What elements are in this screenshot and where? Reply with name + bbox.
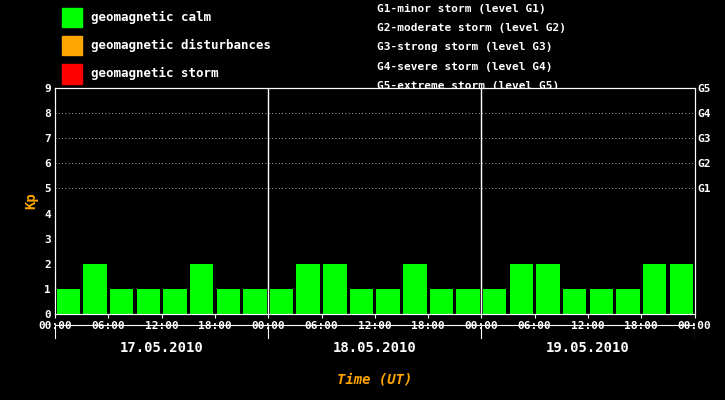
Bar: [136, 289, 160, 314]
Bar: [62, 64, 82, 84]
Bar: [643, 264, 666, 314]
Bar: [297, 264, 320, 314]
Bar: [217, 289, 240, 314]
Bar: [376, 289, 400, 314]
Bar: [323, 264, 347, 314]
Text: geomagnetic calm: geomagnetic calm: [91, 11, 211, 24]
Bar: [669, 264, 693, 314]
Bar: [190, 264, 213, 314]
Bar: [430, 289, 453, 314]
Bar: [83, 264, 107, 314]
Text: G2-moderate storm (level G2): G2-moderate storm (level G2): [377, 23, 566, 33]
Bar: [563, 289, 587, 314]
Bar: [57, 289, 80, 314]
Bar: [243, 289, 267, 314]
Text: geomagnetic storm: geomagnetic storm: [91, 67, 218, 80]
Bar: [536, 264, 560, 314]
Text: G5-extreme storm (level G5): G5-extreme storm (level G5): [377, 81, 559, 91]
Text: 18.05.2010: 18.05.2010: [333, 341, 417, 355]
Bar: [110, 289, 133, 314]
Bar: [349, 289, 373, 314]
Bar: [270, 289, 294, 314]
Text: G4-severe storm (level G4): G4-severe storm (level G4): [377, 62, 552, 72]
Text: geomagnetic disturbances: geomagnetic disturbances: [91, 39, 270, 52]
Bar: [483, 289, 507, 314]
Bar: [456, 289, 480, 314]
Text: 17.05.2010: 17.05.2010: [120, 341, 204, 355]
Y-axis label: Kp: Kp: [25, 193, 38, 209]
Text: Time (UT): Time (UT): [337, 372, 413, 386]
Bar: [616, 289, 639, 314]
Bar: [163, 289, 187, 314]
Bar: [510, 264, 533, 314]
Bar: [589, 289, 613, 314]
Text: G1-minor storm (level G1): G1-minor storm (level G1): [377, 4, 546, 14]
Bar: [403, 264, 426, 314]
Text: G3-strong storm (level G3): G3-strong storm (level G3): [377, 42, 552, 52]
Text: 19.05.2010: 19.05.2010: [546, 341, 630, 355]
Bar: [62, 36, 82, 56]
Bar: [62, 8, 82, 27]
